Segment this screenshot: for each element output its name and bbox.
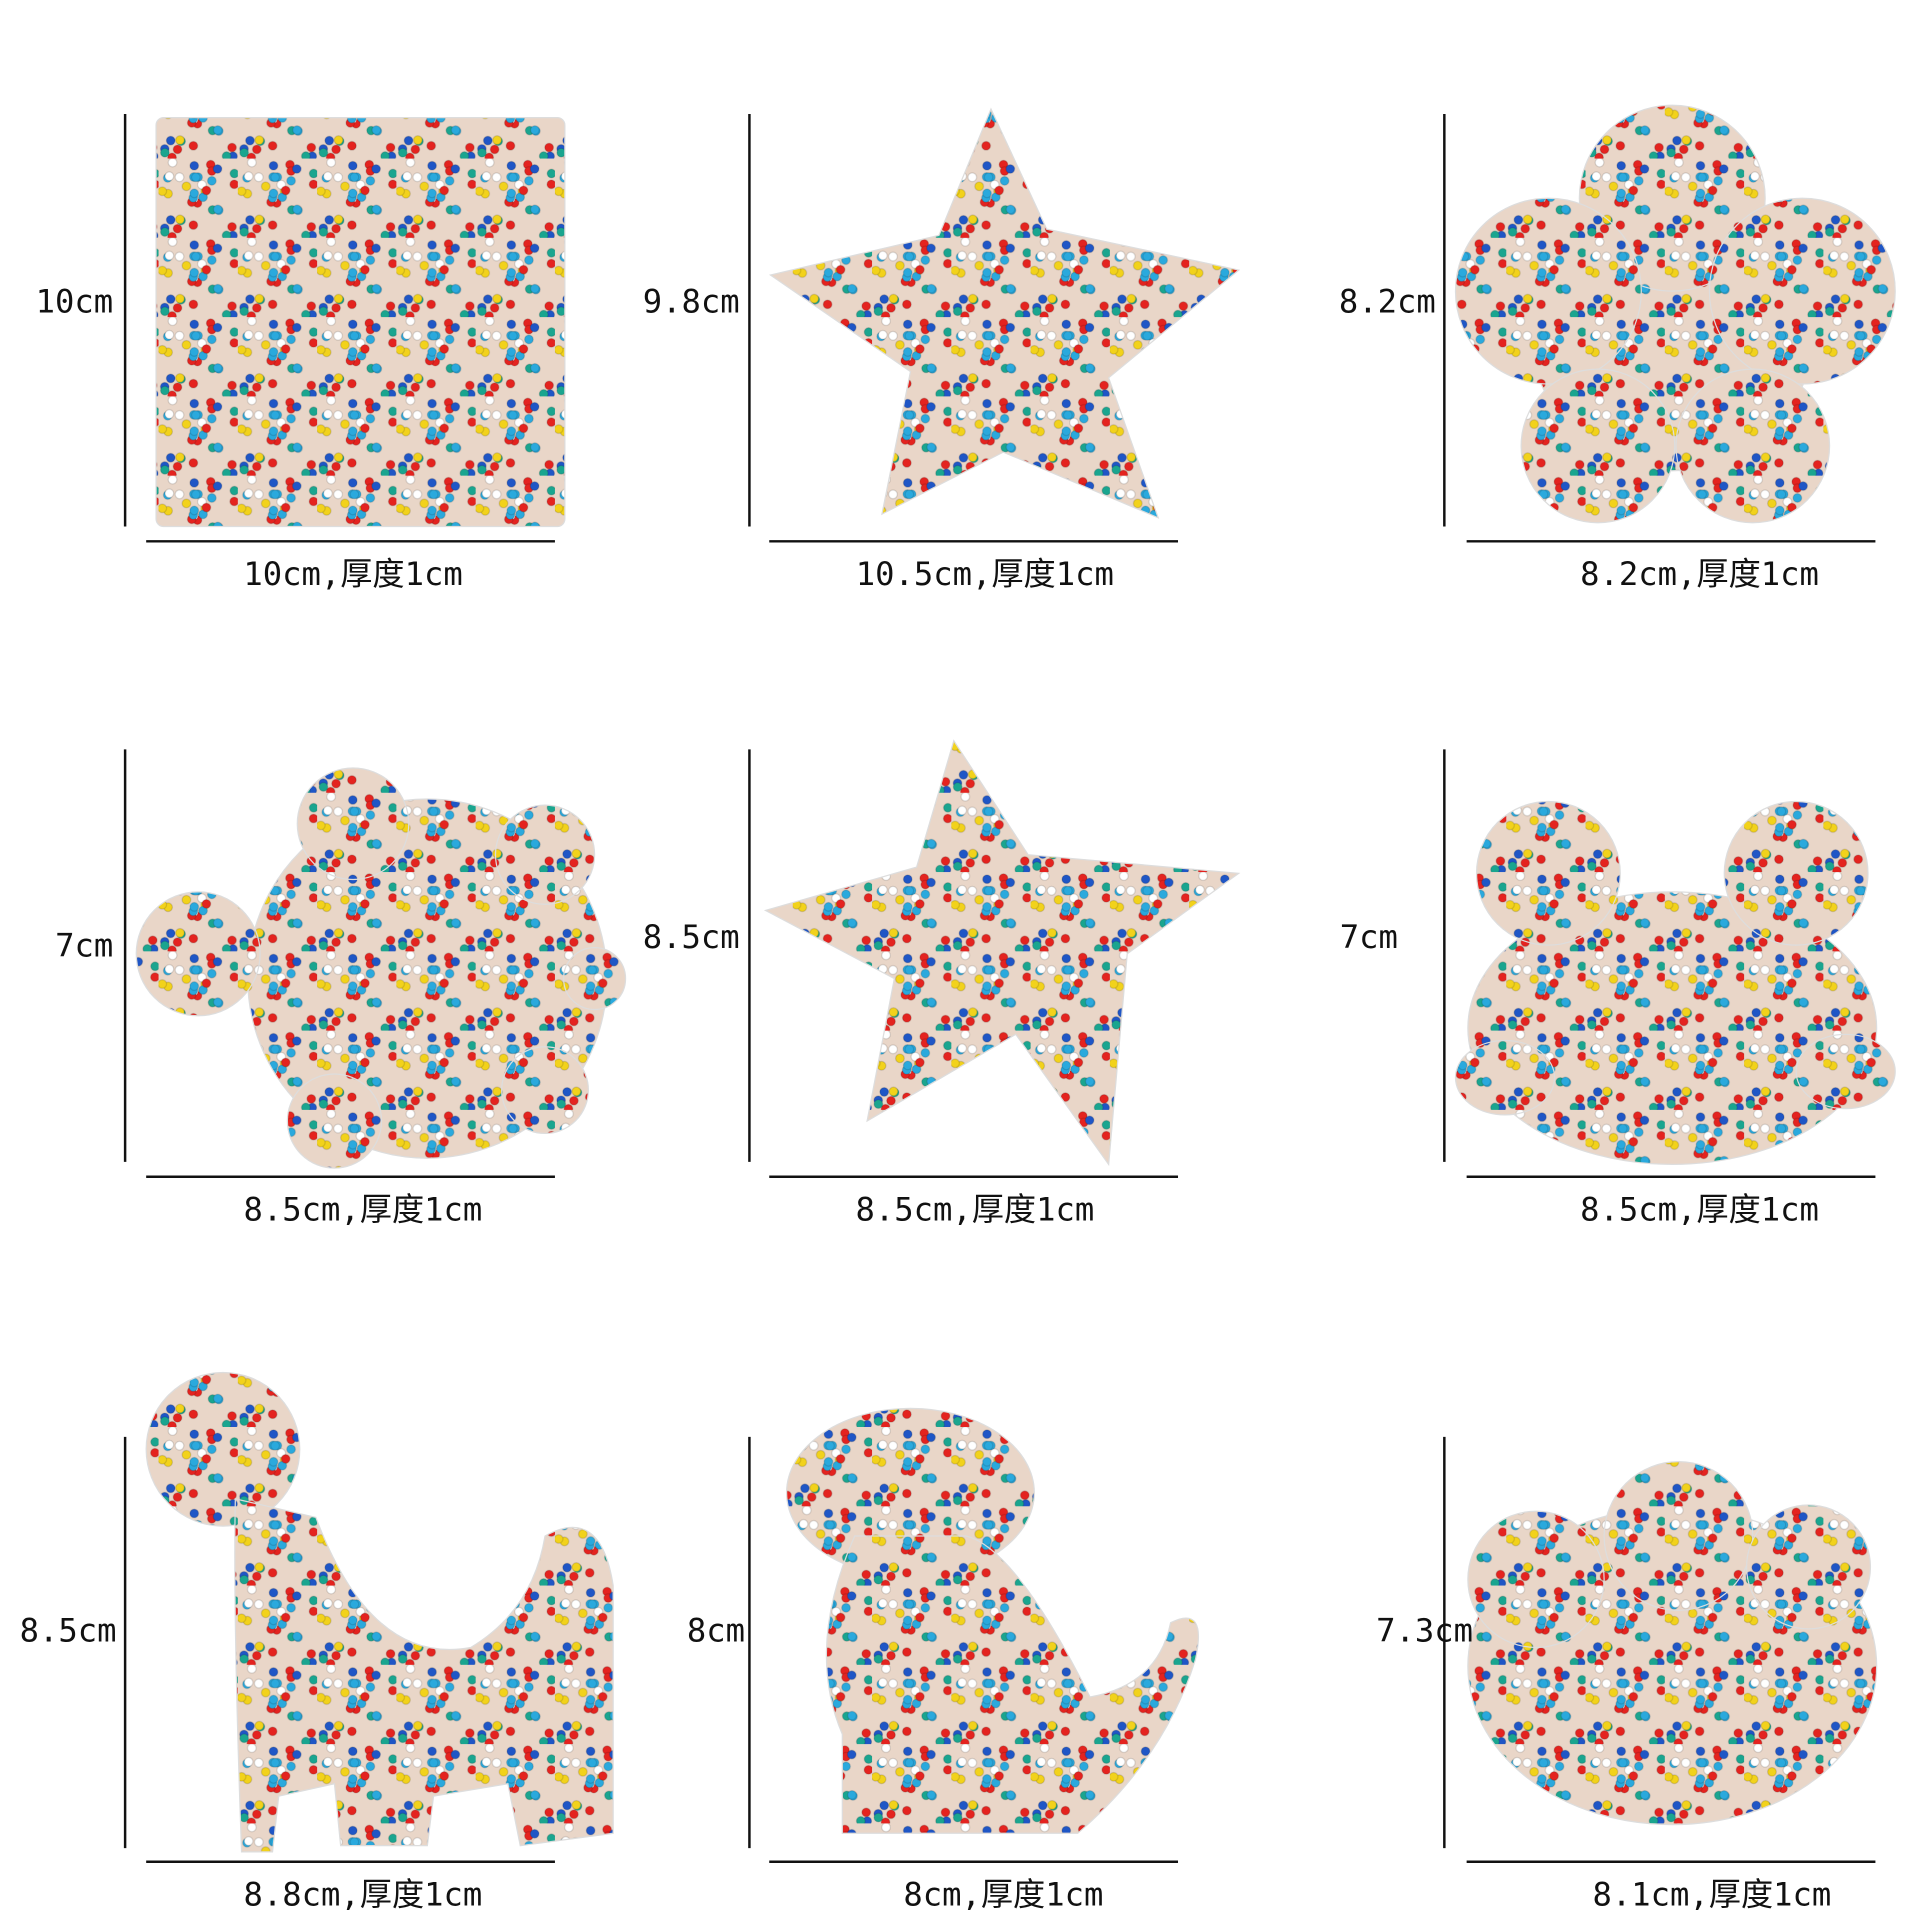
width-label: 10.5cm,厚度1cm — [856, 555, 1114, 593]
height-label: 10cm — [36, 282, 114, 320]
width-label: 10cm,厚度1cm — [243, 555, 462, 593]
square-coaster — [155, 117, 566, 528]
crab-coaster — [1454, 800, 1896, 1166]
width-label: 8cm,厚度1cm — [903, 1875, 1103, 1913]
height-label: 8.5cm — [643, 918, 740, 956]
dinosaur-coaster — [145, 1371, 614, 1853]
width-label: 8.5cm,厚度1cm — [1580, 1190, 1819, 1228]
turtle-coaster — [135, 767, 627, 1169]
dimensions: 10cm 10cm,厚度1cm 9.8cm 10.5cm,厚度1cm 8.2cm 8.2c… — [20, 113, 1876, 1913]
height-label: 9.8cm — [643, 282, 740, 320]
width-label: 8.2cm,厚度1cm — [1580, 555, 1819, 593]
flower-coaster — [1454, 104, 1896, 524]
star-coaster — [768, 107, 1241, 519]
width-label: 8.8cm,厚度1cm — [244, 1875, 483, 1913]
height-label: 7cm — [1340, 918, 1398, 956]
coaster-shapes — [135, 104, 1896, 1853]
height-label: 7cm — [55, 927, 113, 965]
starfish-coaster — [763, 739, 1241, 1167]
cloud-coaster — [1467, 1461, 1878, 1826]
width-label: 8.5cm,厚度1cm — [244, 1190, 483, 1228]
height-label: 7.3cm — [1376, 1612, 1473, 1650]
dinosaur-coaster-2 — [785, 1407, 1200, 1834]
height-label: 8.5cm — [20, 1612, 117, 1650]
height-label: 8cm — [687, 1612, 745, 1650]
height-label: 8.2cm — [1339, 282, 1436, 320]
width-label: 8.1cm,厚度1cm — [1592, 1875, 1831, 1913]
width-label: 8.5cm,厚度1cm — [855, 1190, 1094, 1228]
